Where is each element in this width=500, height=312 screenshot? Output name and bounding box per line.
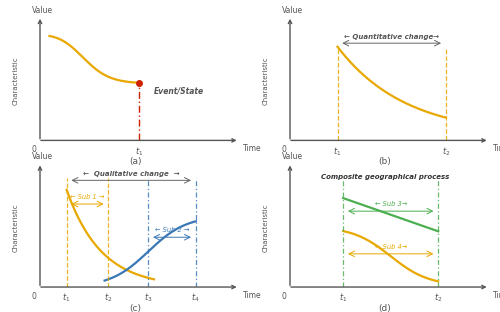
Text: $t_2$: $t_2$ [442, 145, 450, 158]
Text: $t_1$: $t_1$ [334, 145, 342, 158]
Text: Value: Value [282, 152, 304, 161]
Text: ← Sub 4→: ← Sub 4→ [374, 244, 407, 250]
Text: Characteristic: Characteristic [262, 57, 268, 105]
Text: $t_1$: $t_1$ [339, 292, 347, 304]
Text: 0: 0 [282, 145, 286, 154]
Text: $t_3$: $t_3$ [144, 292, 152, 304]
Text: Time: Time [244, 144, 262, 153]
Text: Event/State: Event/State [154, 86, 204, 95]
Text: ← Sub 1 →: ← Sub 1 → [70, 194, 104, 200]
Text: $t_2$: $t_2$ [434, 292, 442, 304]
Text: (a): (a) [129, 157, 141, 166]
Text: Value: Value [32, 6, 54, 15]
Text: Characteristic: Characteristic [12, 203, 18, 252]
Text: 0: 0 [32, 145, 36, 154]
Text: ← Sub 3→: ← Sub 3→ [374, 201, 407, 207]
Text: ←  Qualitative change  →: ← Qualitative change → [83, 171, 180, 178]
Text: $t_2$: $t_2$ [104, 292, 112, 304]
Text: $t_4$: $t_4$ [192, 292, 200, 304]
Text: Value: Value [282, 6, 304, 15]
Text: (d): (d) [378, 304, 392, 312]
Text: (c): (c) [129, 304, 141, 312]
Text: Characteristic: Characteristic [12, 57, 18, 105]
Text: ← Sub 2 →: ← Sub 2 → [155, 227, 189, 233]
Text: Characteristic: Characteristic [262, 203, 268, 252]
Text: 0: 0 [282, 292, 286, 301]
Text: Time: Time [244, 290, 262, 300]
Text: (b): (b) [378, 157, 392, 166]
Text: Composite geographical process: Composite geographical process [321, 174, 449, 180]
Text: $t_1$: $t_1$ [62, 292, 71, 304]
Text: 0: 0 [32, 292, 36, 301]
Text: Time: Time [494, 144, 500, 153]
Text: ← Quantitative change→: ← Quantitative change→ [344, 34, 439, 40]
Text: $t_1$: $t_1$ [134, 145, 143, 158]
Text: Value: Value [32, 152, 54, 161]
Text: Time: Time [494, 290, 500, 300]
